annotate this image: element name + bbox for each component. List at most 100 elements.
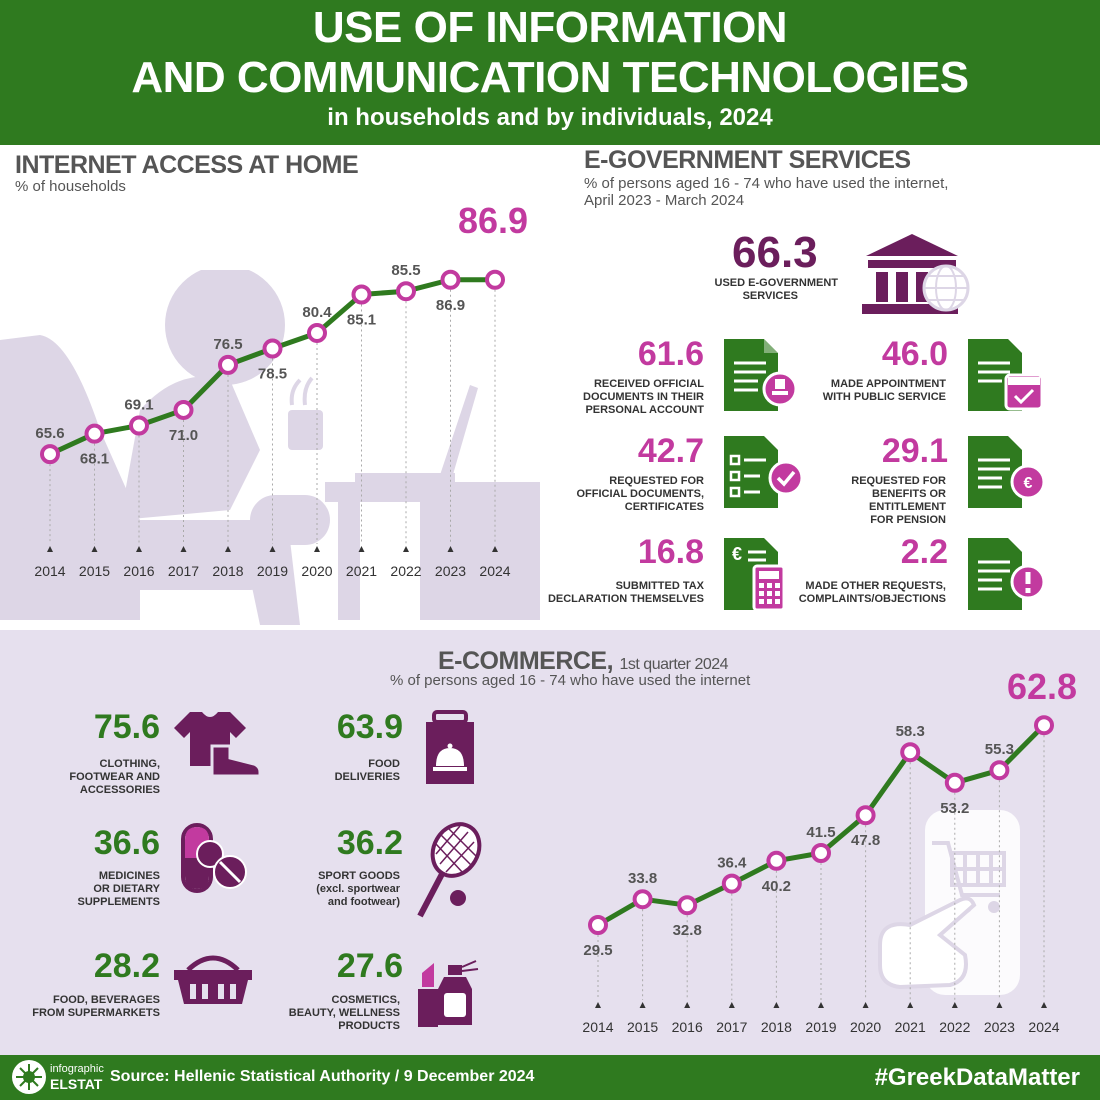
data-point	[855, 805, 876, 826]
x-tick-label: 2016	[123, 563, 154, 579]
food-bag-icon	[426, 710, 474, 784]
data-point	[1034, 715, 1054, 736]
data-point	[173, 399, 194, 420]
logo-text-elstat: ELSTAT	[50, 1076, 103, 1092]
x-tick	[951, 1002, 958, 1008]
data-point	[721, 873, 742, 894]
x-tick-label: 2020	[301, 563, 332, 579]
data-point	[944, 772, 965, 793]
x-tick-label: 2019	[257, 563, 288, 579]
data-label: 41.5	[806, 824, 835, 841]
egov-item-value: 16.8	[637, 533, 704, 571]
data-point	[84, 423, 105, 444]
internet-access-highlight-value: 86.9	[458, 200, 529, 241]
data-point	[632, 889, 653, 910]
data-point	[588, 915, 608, 935]
x-tick-label: 2016	[672, 1019, 703, 1035]
government-building-icon	[862, 234, 970, 314]
egov-item-value: 46.0	[881, 335, 948, 373]
data-point	[218, 354, 238, 375]
data-label: 40.2	[762, 878, 791, 895]
x-tick-label: 2024	[1028, 1019, 1059, 1035]
x-tick-label: 2021	[346, 563, 377, 579]
x-tick	[47, 546, 53, 552]
x-tick-label: 2022	[390, 563, 421, 579]
x-tick	[91, 546, 98, 552]
x-tick-label: 2022	[939, 1019, 970, 1035]
data-label: 76.5	[213, 336, 242, 353]
data-point	[351, 284, 372, 305]
egov-main-label-line2: SERVICES	[742, 290, 798, 302]
egov-item-label: RECEIVED OFFICIAL DOCUMENTS IN THEIR PERSO…	[583, 378, 704, 416]
x-tick-label: 2017	[716, 1019, 747, 1035]
data-label: 85.5	[391, 262, 420, 279]
x-tick-label: 2015	[627, 1019, 658, 1035]
data-label: 47.8	[851, 832, 880, 849]
data-label: 86.9	[436, 297, 465, 314]
data-label: 85.1	[347, 311, 376, 328]
data-point	[307, 322, 327, 343]
ecommerce-item-label: MEDICINES OR DIETARY SUPPLEMENTS	[77, 870, 160, 908]
x-tick	[818, 1002, 824, 1008]
egov-item-value: 29.1	[881, 432, 948, 470]
ecommerce-highlight-value: 62.8	[1007, 666, 1078, 707]
main-title-line2: AND COMMUNICATION TECHNOLOGIES	[131, 53, 969, 102]
ecommerce-item-value: 36.6	[93, 824, 160, 862]
x-tick	[180, 546, 187, 552]
x-tick	[136, 546, 142, 552]
document-stamp-icon	[724, 339, 798, 411]
ecommerce-period: 1st quarter 2024	[619, 656, 729, 673]
data-label: 58.3	[896, 723, 925, 740]
x-tick	[1041, 1002, 1047, 1008]
internet-access-subtitle: % of households	[15, 178, 126, 195]
ecommerce-chart: 2014 2015 2016 2017 2018 2019 2020 2021 2022 2023…	[582, 715, 1060, 1035]
data-point	[811, 843, 831, 863]
ecommerce-item-label: FOOD DELIVERIES	[334, 758, 400, 783]
internet-access-chart: 2014 2015 2016 2017 2018 2019 2020 2021 2022 2023…	[34, 262, 510, 579]
data-label: 55.3	[985, 741, 1014, 758]
data-point	[40, 444, 60, 465]
x-tick	[773, 1002, 780, 1008]
egov-subtitle-line1: % of persons aged 16 - 74 who have used …	[584, 175, 949, 192]
egov-main-label-line1: USED e-GOVERNMENT	[714, 277, 838, 289]
ecommerce-item-value: 28.2	[93, 947, 160, 985]
x-tick-label: 2018	[761, 1019, 792, 1035]
footer: infographic ELSTAT Source: Hellenic Stat…	[0, 1055, 1100, 1100]
x-tick	[639, 1002, 646, 1008]
checklist-icon	[724, 436, 804, 508]
ecommerce-item-value: 27.6	[336, 947, 403, 985]
svg-text:€: €	[732, 544, 742, 564]
data-label: 69.1	[124, 396, 153, 413]
egov-item-label: REQUESTED FOR OFFICIAL DOCUMENTS, CERTIFIC…	[576, 475, 704, 513]
x-tick-label: 2019	[805, 1019, 836, 1035]
main-title-line1: USE OF INFORMATION	[312, 3, 788, 52]
egov-item-value: 42.7	[637, 432, 704, 470]
x-tick-label: 2014	[582, 1019, 613, 1035]
x-tick-label: 2014	[34, 563, 65, 579]
data-label: 80.4	[302, 304, 332, 321]
egov-item-value: 61.6	[637, 335, 704, 373]
data-label: 33.8	[628, 870, 657, 887]
ecommerce-item-label: COSMETICS, BEAUTY, WELLNESS PRODUCTS	[288, 994, 400, 1032]
document-alert-icon	[968, 538, 1046, 610]
x-tick	[907, 1002, 914, 1008]
ecommerce-item-label: SPORT GOODS (excl. sportwear and footwear)	[316, 870, 400, 908]
logo-text-infographic: infographic	[50, 1063, 104, 1075]
x-tick	[358, 546, 365, 552]
data-label: 32.8	[673, 922, 702, 939]
x-tick	[225, 546, 231, 552]
clothing-icon	[174, 712, 262, 776]
data-point	[989, 760, 1010, 781]
x-tick	[728, 1002, 735, 1008]
x-tick-label: 2023	[435, 563, 466, 579]
data-label: 29.5	[583, 942, 612, 959]
data-point	[900, 742, 921, 763]
x-tick-label: 2017	[168, 563, 199, 579]
data-point	[485, 269, 505, 290]
data-point	[262, 338, 283, 359]
x-tick	[269, 546, 276, 552]
hashtag: #GreekDataMatter	[874, 1064, 1080, 1091]
egov-item-value: 2.2	[900, 533, 948, 571]
ecommerce-item-value: 36.2	[336, 824, 403, 862]
ecommerce-item-value: 75.6	[93, 708, 160, 746]
